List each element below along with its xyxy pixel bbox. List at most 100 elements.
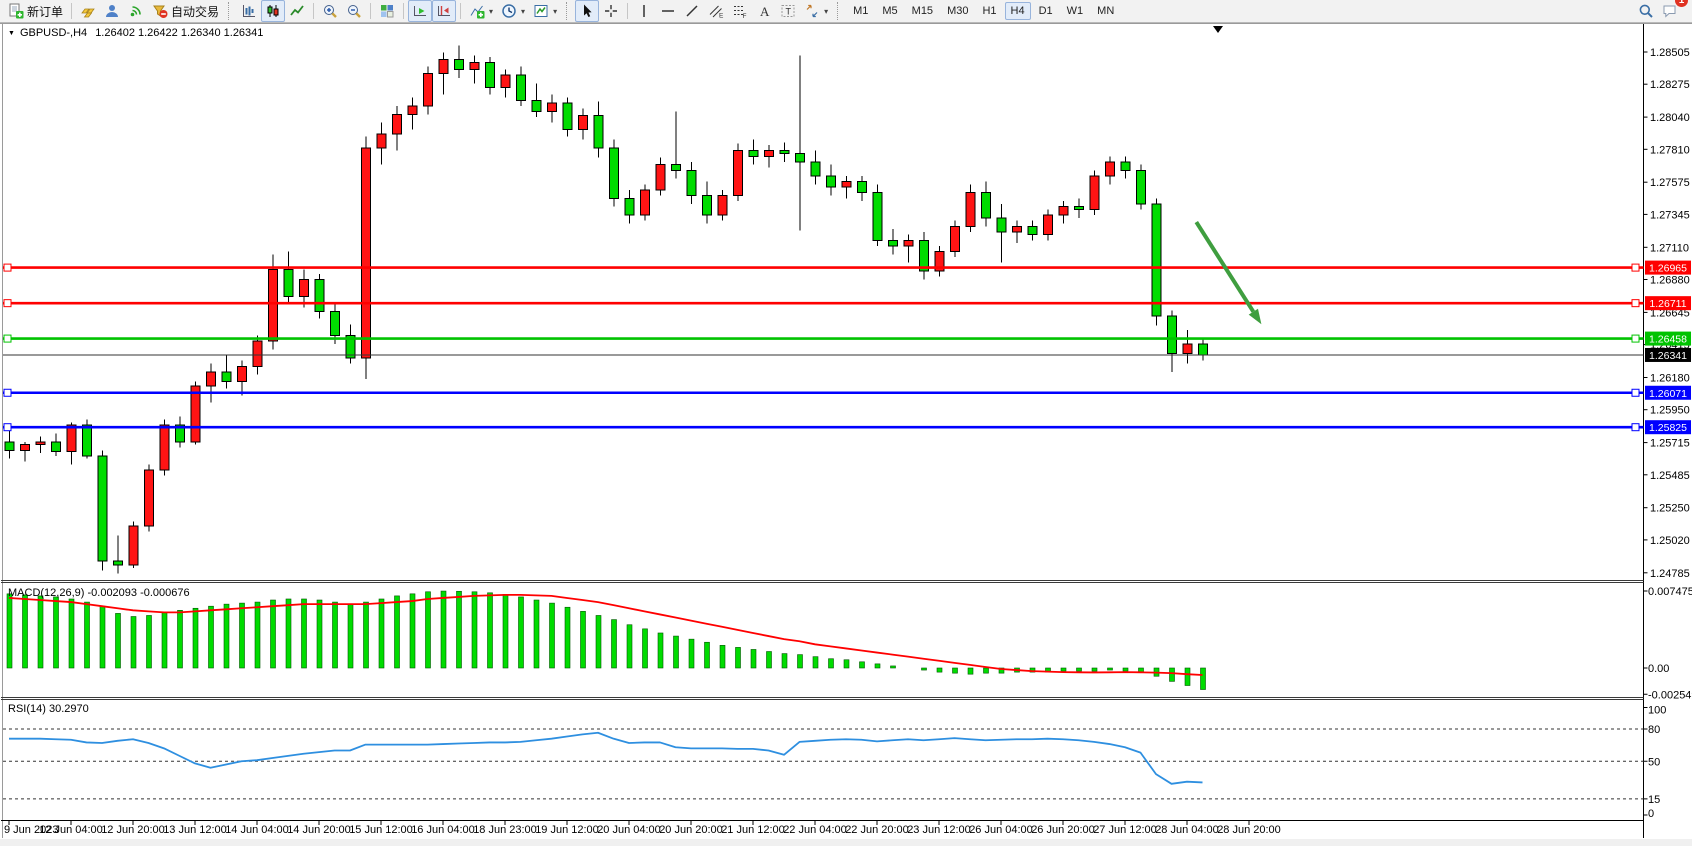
candle-body <box>841 181 852 188</box>
fibonacci-button[interactable]: F <box>728 0 752 22</box>
account-button[interactable] <box>100 0 124 22</box>
macd-histogram-bar <box>130 616 137 669</box>
candle-body <box>547 102 557 112</box>
line-handle[interactable] <box>3 423 12 432</box>
auto-scroll-button[interactable] <box>408 0 433 22</box>
candle-body <box>1027 225 1038 236</box>
line-handle[interactable] <box>3 334 12 343</box>
templates-button[interactable] <box>529 0 561 22</box>
timeframe-m5-button[interactable]: M5 <box>882 5 898 17</box>
zoom-out-button[interactable] <box>342 0 366 22</box>
macd-histogram-bar <box>673 635 679 669</box>
line-handle[interactable] <box>1631 263 1640 272</box>
crosshair-icon <box>603 3 619 19</box>
macd-current-values: -0.002093 -0.000676 <box>87 587 190 599</box>
svg-text:1.26645: 1.26645 <box>1650 307 1690 319</box>
trend-arrow-head[interactable] <box>1248 308 1262 325</box>
candle-body <box>764 150 774 157</box>
candle-body <box>1012 225 1022 233</box>
svg-text:16 Jun 04:00: 16 Jun 04:00 <box>411 824 475 836</box>
macd-signal-line <box>8 593 1203 676</box>
toolbar-grip <box>837 2 841 20</box>
trend-arrow-annotation[interactable] <box>1194 221 1256 313</box>
text-button[interactable]: A <box>752 0 776 22</box>
chat-icon <box>1662 3 1678 19</box>
symbol-dropdown-icon[interactable] <box>8 27 20 39</box>
line-handle[interactable] <box>1631 388 1640 397</box>
signal-icon <box>128 3 144 19</box>
label-button[interactable]: T <box>776 0 800 22</box>
macd-histogram-bar <box>409 593 416 669</box>
candle-body <box>237 365 247 383</box>
timeframe-m15-button[interactable]: M15 <box>911 5 934 17</box>
candle-body <box>268 269 278 342</box>
candle-body <box>82 424 92 457</box>
tile-windows-button[interactable] <box>375 0 399 22</box>
search-button[interactable] <box>1634 0 1658 22</box>
toolbar-separator <box>71 3 73 19</box>
shift-marker-icon[interactable] <box>1213 26 1223 33</box>
timeframe-h4-button[interactable]: H4 <box>1004 2 1031 20</box>
deposit-button[interactable] <box>76 0 100 22</box>
macd-histogram-bar <box>642 628 648 669</box>
timeframe-mn-button[interactable]: MN <box>1097 5 1115 17</box>
timeframe-w1-button[interactable]: W1 <box>1066 5 1084 17</box>
macd-histogram-bar <box>363 601 369 669</box>
arrows-button[interactable] <box>800 0 832 22</box>
candle-body <box>97 455 108 562</box>
svg-text:1.26180: 1.26180 <box>1650 373 1690 385</box>
new-order-button[interactable]: 新订单 <box>4 0 67 22</box>
macd-histogram-bar <box>6 593 13 669</box>
candle-body <box>1120 161 1131 171</box>
timeframe-h1-button[interactable]: H1 <box>982 5 997 17</box>
line-handle[interactable] <box>1631 334 1640 343</box>
signals-button[interactable] <box>124 0 148 22</box>
macd-histogram-bar <box>347 603 354 669</box>
candle-body <box>826 175 836 188</box>
channel-button[interactable]: E <box>704 0 728 22</box>
candle-body <box>717 195 728 216</box>
periods-button[interactable] <box>497 0 529 22</box>
line-handle[interactable] <box>1631 299 1640 308</box>
macd-histogram-bar <box>859 661 865 669</box>
chart-shift-button[interactable] <box>432 0 457 22</box>
hline-button[interactable] <box>656 0 680 22</box>
line-handle[interactable] <box>3 263 12 272</box>
candle-body <box>454 59 464 71</box>
trendline-button[interactable] <box>680 0 704 22</box>
new-order-icon <box>8 3 24 19</box>
zoom-in-button[interactable] <box>318 0 342 22</box>
crosshair-button[interactable] <box>599 0 623 22</box>
candle-body <box>175 424 185 443</box>
macd-histogram-bar <box>394 595 400 669</box>
macd-histogram-bar <box>874 663 881 669</box>
candle-body <box>1074 206 1084 210</box>
candle-body <box>407 105 418 115</box>
bar-chart-button[interactable] <box>237 0 261 22</box>
timeframe-m1-button[interactable]: M1 <box>853 5 869 17</box>
svg-text:1.25485: 1.25485 <box>1650 470 1690 482</box>
line-chart-button[interactable] <box>285 0 309 22</box>
chart-title: GBPUSD-,H4 1.26402 1.26422 1.26340 1.2634… <box>8 27 263 39</box>
line-handle[interactable] <box>3 299 12 308</box>
chat-button[interactable]: 1 <box>1658 0 1688 22</box>
candlestick-button[interactable] <box>261 0 286 22</box>
candle-body <box>144 469 154 527</box>
macd-histogram-bar <box>1169 667 1175 682</box>
timeframe-m30-button[interactable]: M30 <box>947 5 969 17</box>
candle-body <box>748 150 759 157</box>
candle-body <box>981 192 991 219</box>
vline-button[interactable] <box>632 0 656 22</box>
indicators-button[interactable] <box>465 0 497 22</box>
timeframe-d1-button[interactable]: D1 <box>1038 5 1053 17</box>
clock-icon <box>501 3 517 19</box>
candle-body <box>702 195 712 216</box>
svg-text:22 Jun 20:00: 22 Jun 20:00 <box>845 824 909 836</box>
svg-text:18 Jun 23:00: 18 Jun 23:00 <box>473 824 537 836</box>
macd-histogram-bar <box>704 641 710 669</box>
notification-badge[interactable]: 1 <box>1675 0 1688 7</box>
line-handle[interactable] <box>3 388 12 397</box>
cursor-button[interactable] <box>575 0 600 22</box>
autotrade-button[interactable]: 自动交易 <box>148 0 223 22</box>
line-handle[interactable] <box>1631 423 1640 432</box>
